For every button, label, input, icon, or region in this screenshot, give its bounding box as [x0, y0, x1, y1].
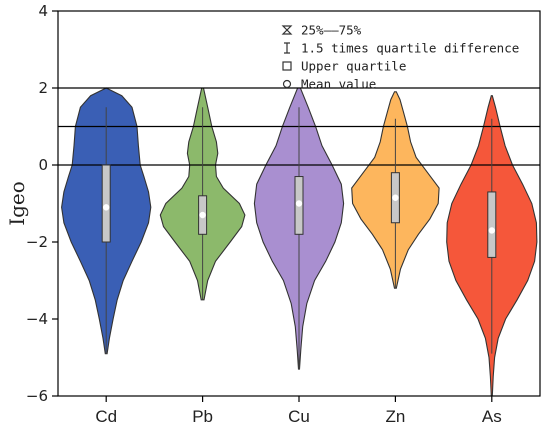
y-axis-label: Igeo: [5, 181, 29, 226]
mean-point-pb: [199, 211, 206, 219]
x-tick-label-pb: Pb: [192, 407, 213, 426]
y-tick-label: 4: [38, 2, 48, 20]
mean-point-cd: [102, 204, 110, 211]
mean-point-as: [488, 227, 496, 234]
y-tick-label: −6: [26, 387, 48, 405]
mean-point-zn: [392, 194, 399, 201]
legend-label: 25%——75%: [301, 23, 362, 38]
x-tick-label-zn: Zn: [385, 407, 405, 426]
legend-whisker-marker: [284, 42, 290, 54]
x-tick-label-as: As: [482, 407, 502, 426]
x-tick-label-cd: Cd: [95, 407, 117, 426]
legend-label: 1.5 times quartile difference: [301, 41, 519, 56]
legend: 25%——75% 1.5 times quartile difference Upp…: [281, 23, 519, 92]
mean-point-cu: [295, 200, 303, 207]
iqr-box-cd: [101, 164, 111, 243]
legend-label: Mean value: [301, 77, 376, 92]
box-layer: [101, 107, 497, 370]
iqr-box-as: [487, 191, 497, 258]
x-tick-label-cu: Cu: [288, 407, 310, 426]
legend-circle-marker: [282, 79, 292, 89]
legend-square-marker: [282, 61, 292, 71]
y-tick-label: −2: [26, 233, 48, 251]
axes-layer: −6 −4 −2 0 2 4 Cd Pb Cu Zn As: [26, 2, 502, 426]
legend-hourglass-marker: [281, 25, 293, 35]
legend-label: Upper quartile: [301, 59, 406, 74]
y-tick-label: −4: [26, 310, 48, 328]
y-tick-label: 2: [38, 79, 48, 97]
y-tick-label: 0: [38, 156, 48, 174]
